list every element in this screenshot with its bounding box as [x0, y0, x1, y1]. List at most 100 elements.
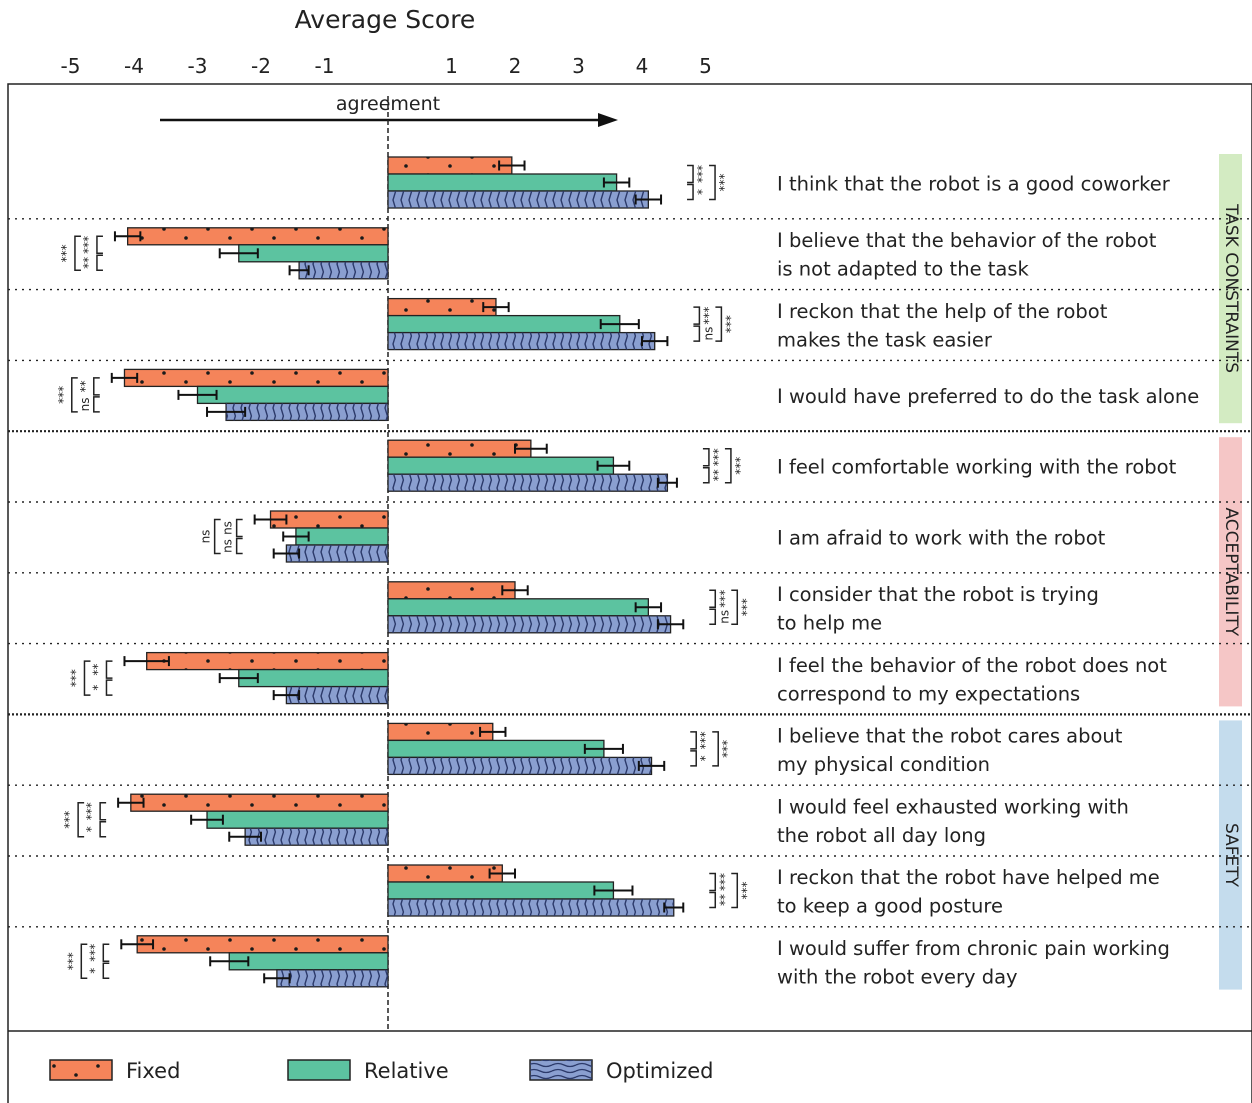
significance-label: ns [199, 530, 213, 544]
significance-bracket [71, 377, 78, 413]
x-tick-label: 3 [572, 54, 585, 78]
legend-item: Relative [287, 1059, 449, 1083]
significance-bracket [99, 801, 107, 821]
bar-texture [388, 615, 671, 633]
significance-label: *** [717, 873, 731, 891]
significance-label: *** [717, 174, 731, 192]
question-text: I consider that the robot is trying [777, 583, 1099, 606]
x-tick-label: -1 [315, 54, 335, 78]
significance-label: * [87, 968, 101, 974]
question-row: ** ns *** I would have preferred to do the … [8, 368, 1252, 433]
question-text: I think that the robot is a good coworke… [777, 172, 1171, 195]
x-tick-labels: -5 -4 -3 -2 -1 1 2 3 4 5 [61, 54, 712, 78]
bar-relative [206, 810, 389, 829]
question-text: to keep a good posture [777, 895, 1003, 918]
plot-frame [7, 83, 1252, 1103]
bar-texture [137, 935, 388, 953]
question-row: ********I reckon that the robot have hel… [8, 864, 1252, 928]
legend-label: Optimized [606, 1059, 714, 1083]
group-band [1219, 720, 1242, 990]
significance-label: ** [711, 469, 725, 481]
bar-texture [388, 191, 649, 208]
group-label: TASK CONSTRAINTS [1219, 154, 1242, 424]
question-row: *******I believe that the robot cares ab… [8, 722, 1252, 786]
significance-brackets: ******* [62, 801, 107, 838]
x-tick-label: -2 [251, 54, 271, 78]
significance-bracket [690, 731, 697, 750]
significance-bracket [709, 891, 717, 909]
question-text: with the robot every day [777, 965, 1018, 988]
question-rows: ******* I think that the robot is a good … [8, 156, 1252, 988]
x-tick-label: 1 [445, 54, 458, 78]
legend-texture [50, 1060, 112, 1080]
significance-label: ** [717, 894, 731, 906]
question-text: I feel the behavior of the robot does no… [777, 654, 1167, 677]
group-band [1219, 154, 1242, 424]
bar-relative [295, 527, 389, 546]
legend-item: Fixed [49, 1059, 180, 1083]
significance-bracket [690, 750, 697, 767]
significance-label: *** [711, 448, 725, 466]
legend-label: Fixed [126, 1059, 180, 1083]
bar-texture [388, 865, 503, 882]
significance-bracket [213, 518, 221, 555]
legend-swatch-relative [287, 1059, 351, 1081]
bar-texture [245, 828, 388, 846]
legend: Fixed Relative Optimized [49, 1059, 714, 1083]
significance-bracket [83, 660, 91, 696]
bar-relative [387, 598, 650, 617]
bar-texture [286, 686, 388, 704]
bar-relative [196, 385, 389, 405]
significance-label: *** [84, 802, 98, 820]
bar-texture [270, 511, 388, 528]
significance-brackets: ** ns *** [56, 377, 100, 413]
group-name: ACCEPTABILITY [1221, 507, 1241, 636]
significance-label: ns [717, 610, 731, 624]
significance-label: *** [717, 590, 731, 608]
significance-brackets: ******* [690, 731, 734, 767]
significance-label: ns [78, 397, 92, 411]
significance-brackets: ******* [65, 943, 110, 980]
significance-label: *** [695, 165, 709, 183]
significance-brackets: ****** [68, 660, 113, 696]
bar-texture [388, 723, 493, 741]
legend-label: Relative [364, 1059, 449, 1083]
question-text: I reckon that the help of the robot [777, 300, 1108, 323]
question-text: I would suffer from chronic pain working [777, 937, 1170, 960]
significance-bracket [731, 872, 739, 909]
significance-label: * [84, 826, 98, 832]
legend-texture [530, 1060, 592, 1080]
bar-relative [387, 173, 618, 192]
question-text: I feel comfortable working with the robo… [777, 456, 1177, 479]
bar-texture [388, 757, 652, 775]
bar-relative [387, 881, 615, 900]
bar-relative [238, 244, 389, 263]
bar-texture [388, 474, 668, 492]
question-row: *** ns *** I reckon that the help of the ro… [8, 297, 1252, 362]
bar-texture [127, 227, 389, 245]
significance-brackets: *** ns *** [709, 589, 753, 626]
bar-texture [388, 581, 515, 599]
significance-bracket [731, 589, 739, 626]
question-text: correspond to my expectations [777, 682, 1080, 705]
significance-label: *** [59, 244, 73, 262]
bar-texture [388, 899, 674, 916]
bar-texture [276, 969, 388, 987]
significance-bracket [93, 377, 100, 396]
group-label: SAFETY [1219, 720, 1242, 990]
significance-label: ** [81, 257, 95, 269]
question-text: I reckon that the robot have helped me [777, 866, 1160, 889]
significance-bracket [693, 306, 701, 325]
significance-label: *** [81, 236, 95, 254]
significance-label: ns [221, 521, 235, 535]
significance-bracket [715, 306, 723, 342]
significance-bracket [99, 820, 107, 838]
significance-label: *** [62, 811, 76, 829]
significance-label: *** [720, 740, 734, 758]
significance-bracket [235, 537, 243, 555]
question-row: *** ns *** I consider that the robot is try… [8, 581, 1252, 645]
significance-bracket [93, 396, 100, 413]
significance-label: *** [56, 386, 70, 404]
significance-brackets: ******* [687, 164, 731, 201]
